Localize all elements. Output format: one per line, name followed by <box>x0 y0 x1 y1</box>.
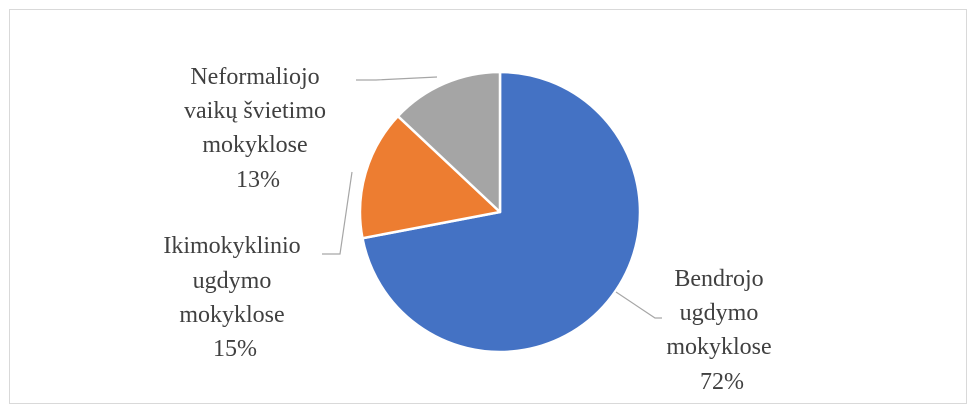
slice-label-neformaliojo: Neformaliojo vaikų švietimo mokyklose 13… <box>184 64 332 193</box>
slice-label-bendrojo: Bendrojo ugdymo mokyklose 72% <box>666 266 777 395</box>
slice-label-ikimokyklinio: Ikimokyklinio ugdymo mokyklose 15% <box>163 233 306 362</box>
leader-line-bendrojo <box>615 291 662 319</box>
slice-ikimokyklinio <box>358 114 502 240</box>
leader-line-ikimokyklinio <box>322 171 353 255</box>
leader-line-neformaliojo <box>356 76 438 81</box>
slice-neformaliojo <box>396 70 502 214</box>
